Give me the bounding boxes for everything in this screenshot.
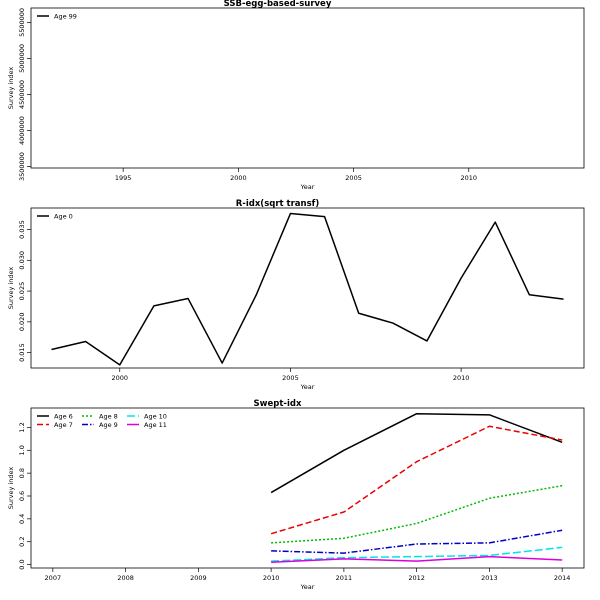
y-tick-label: 0.015 xyxy=(18,343,26,362)
x-axis-label: Year xyxy=(300,383,315,391)
y-tick-label: 1.2 xyxy=(18,422,26,432)
y-axis-label: Survey index xyxy=(7,267,15,310)
chart-title: SSB-egg-based-survey xyxy=(224,0,332,9)
x-tick-label: 2010 xyxy=(263,574,280,582)
series-line-age-11 xyxy=(271,555,563,564)
y-tick-label: 4500000 xyxy=(18,80,26,109)
y-tick-label: 0.6 xyxy=(18,491,26,501)
y-tick-label: 0.025 xyxy=(18,282,26,301)
y-tick-label: 1.0 xyxy=(18,445,26,455)
x-tick-label: 2013 xyxy=(481,574,498,582)
y-axis-label: Survey index xyxy=(7,467,15,510)
x-tick-label: 2007 xyxy=(45,574,62,582)
y-axis-label: Survey index xyxy=(7,67,15,110)
x-tick-label: 2008 xyxy=(117,574,134,582)
x-tick-label: 2014 xyxy=(554,574,571,582)
x-tick-label: 2011 xyxy=(336,574,353,582)
y-tick-label: 4000000 xyxy=(18,116,26,145)
panel-3: Swept-idx 2007 2008 2009 2010 2011 2012 2013 201… xyxy=(7,399,585,591)
x-tick-label: 1995 xyxy=(115,174,132,182)
x-tick-label: 2012 xyxy=(408,574,425,582)
y-tick-label: 0.030 xyxy=(18,251,26,270)
y-tick-label: 0.0 xyxy=(18,559,26,569)
legend-label: Age 0 xyxy=(54,212,73,220)
series-line-age-8 xyxy=(271,484,563,544)
panel-1: SSB-egg-based-survey 1995 2000 2005 2010 Year… xyxy=(7,0,585,191)
x-tick-label: 2010 xyxy=(453,374,470,382)
y-tick-label: 0.035 xyxy=(18,220,26,239)
x-tick-label: 2000 xyxy=(111,374,128,382)
y-tick-label: 0.2 xyxy=(18,537,26,547)
y-tick-label: 3500000 xyxy=(18,152,26,181)
x-tick-label: 2005 xyxy=(345,174,362,182)
x-axis-label: Year xyxy=(300,583,315,591)
plot-frame xyxy=(30,7,585,169)
legend-label: Age 8 xyxy=(99,412,118,420)
x-axis-label: Year xyxy=(300,183,315,191)
series-line-age-6 xyxy=(270,412,563,494)
x-tick-label: 2010 xyxy=(461,174,478,182)
x-tick-label: 2000 xyxy=(230,174,247,182)
y-tick-label: 5000000 xyxy=(18,44,26,73)
legend-label: Age 99 xyxy=(54,12,77,20)
legend-label: Age 7 xyxy=(54,421,73,429)
x-tick-label: 2005 xyxy=(282,374,299,382)
legend-label: Age 10 xyxy=(144,412,167,420)
panel-2: R-idx(sqrt transf) 2000 2005 2010 Year 0.015 0… xyxy=(7,199,585,391)
y-tick-label: 0.4 xyxy=(18,514,26,524)
y-tick-label: 0.8 xyxy=(18,468,26,478)
series-line-age-10 xyxy=(271,546,563,562)
plot-frame xyxy=(30,207,585,369)
series-line-age-9 xyxy=(271,529,563,554)
chart-title: R-idx(sqrt transf) xyxy=(236,199,320,209)
legend-label: Age 6 xyxy=(54,412,73,420)
legend-label: Age 11 xyxy=(144,421,167,429)
x-tick-label: 2009 xyxy=(190,574,207,582)
y-tick-label: 0.020 xyxy=(18,313,26,332)
chart-title: Swept-idx xyxy=(254,399,302,409)
y-tick-label: 5500000 xyxy=(18,8,26,37)
series-line-age-7 xyxy=(270,425,563,535)
plot-frame xyxy=(30,407,585,569)
series-line-age-0 xyxy=(51,212,564,366)
legend-label: Age 9 xyxy=(99,421,118,429)
